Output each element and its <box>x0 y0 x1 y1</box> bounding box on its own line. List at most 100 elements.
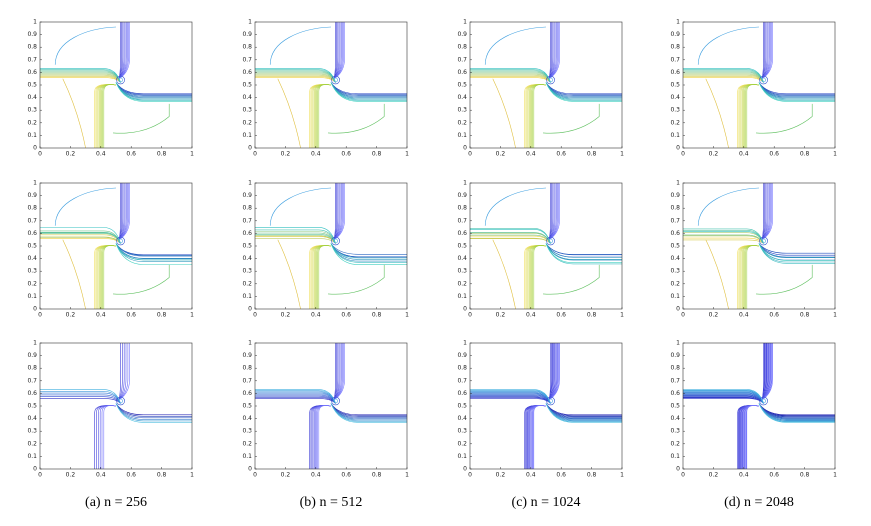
contour-line <box>118 238 123 244</box>
contour-line <box>310 84 332 148</box>
contour-line <box>545 243 622 260</box>
contours <box>40 183 192 310</box>
x-tick-label: 0.8 <box>587 312 597 319</box>
contour-line <box>333 343 336 400</box>
contour-line <box>761 22 764 79</box>
contour-line <box>470 229 551 244</box>
contour-line <box>531 405 547 469</box>
y-tick-label: 0.7 <box>27 56 37 63</box>
contour-line <box>533 245 547 309</box>
x-tick-label: 0.8 <box>800 312 810 319</box>
contour-line <box>738 245 760 309</box>
contour-line <box>311 405 332 469</box>
contour-line <box>277 239 301 310</box>
contour-line <box>40 389 121 404</box>
contour-line <box>54 26 117 65</box>
y-tick-label: 0.5 <box>242 243 252 250</box>
contour-line <box>758 243 835 254</box>
contour-line <box>755 264 813 295</box>
x-tick-label: 0.6 <box>341 312 351 319</box>
contour-line <box>758 243 835 258</box>
y-tick-label: 0.7 <box>670 56 680 63</box>
y-tick-label: 0.2 <box>27 440 37 447</box>
contour-line <box>470 235 551 244</box>
contour-line <box>548 238 553 244</box>
y-tick-label: 0 <box>33 466 37 473</box>
contour-line <box>545 243 622 258</box>
contour-line <box>525 405 547 469</box>
contour-line <box>758 82 835 102</box>
contour-line <box>255 77 336 83</box>
y-tick-label: 0.5 <box>242 82 252 89</box>
contour-line <box>118 183 130 240</box>
contour-line <box>683 234 764 244</box>
caption: (a) n = 256 <box>85 495 147 510</box>
contour-line <box>40 237 121 244</box>
x-tick-label: 0.2 <box>281 151 291 158</box>
y-tick-label: 0.8 <box>27 205 37 212</box>
x-tick-label: 0 <box>681 472 685 479</box>
x-tick-label: 0.8 <box>157 312 167 319</box>
y-tick-label: 0.6 <box>27 69 37 76</box>
caption: (c) n = 1024 <box>512 495 581 510</box>
y-tick-label: 0.8 <box>242 365 252 372</box>
x-tick-label: 0.4 <box>526 472 536 479</box>
y-tick-label: 0.2 <box>670 119 680 126</box>
y-tick-label: 0.1 <box>457 132 467 139</box>
x-tick-label: 0.2 <box>66 472 76 479</box>
y-tick-label: 0.1 <box>242 453 252 460</box>
y-tick-label: 0.5 <box>27 403 37 410</box>
panel: 0 0.2 0.4 0.6 0.8 1 0 0.1 0.2 0.3 0.4 0.5 0.6 0.7 0.8 0… <box>242 340 409 479</box>
y-tick-label: 1 <box>463 19 467 26</box>
y-tick-label: 0.9 <box>242 192 252 199</box>
contour-line <box>255 238 336 244</box>
contour-line <box>683 231 764 244</box>
contour-line <box>526 245 547 309</box>
contours <box>255 343 407 469</box>
contour-line <box>683 77 764 83</box>
contour-line <box>255 68 336 83</box>
x-tick-label: 1 <box>833 151 837 158</box>
x-tick-label: 1 <box>620 472 624 479</box>
contour-line <box>548 343 551 400</box>
contour-line <box>118 77 123 83</box>
x-tick-label: 0.2 <box>66 312 76 319</box>
x-tick-label: 0.8 <box>157 151 167 158</box>
contour-line <box>255 234 336 244</box>
y-tick-label: 0.1 <box>670 132 680 139</box>
y-tick-label: 0.8 <box>457 44 467 51</box>
contour-line <box>758 82 835 98</box>
contours <box>470 22 622 149</box>
x-tick-label: 0.4 <box>96 472 106 479</box>
contour-line <box>118 22 130 79</box>
y-tick-label: 0.3 <box>27 107 37 114</box>
contour-line <box>102 245 117 309</box>
y-tick-label: 0.5 <box>457 403 467 410</box>
y-tick-label: 0.3 <box>27 428 37 435</box>
y-tick-label: 1 <box>248 19 252 26</box>
contour-line <box>545 403 622 423</box>
x-tick-label: 0.2 <box>709 151 719 158</box>
contour-line <box>255 398 336 404</box>
y-tick-label: 0.9 <box>242 352 252 359</box>
contour-line <box>705 239 729 310</box>
panel: 0 0.2 0.4 0.6 0.8 1 0 0.1 0.2 0.3 0.4 0.5 0.6 0.7 0.8 0… <box>457 19 624 158</box>
y-tick-label: 0.1 <box>457 293 467 300</box>
y-tick-label: 0.8 <box>242 205 252 212</box>
y-tick-label: 0 <box>463 145 467 152</box>
contour-line <box>116 396 125 406</box>
y-tick-label: 0.5 <box>242 403 252 410</box>
contour-line <box>97 245 117 309</box>
contour-line <box>62 239 86 310</box>
y-tick-label: 0.7 <box>242 217 252 224</box>
y-tick-label: 0.1 <box>242 293 252 300</box>
y-tick-label: 1 <box>33 180 37 187</box>
x-tick-label: 0 <box>253 472 257 479</box>
x-tick-label: 0.6 <box>126 472 136 479</box>
contour-line <box>96 84 117 148</box>
contour-line <box>683 398 764 404</box>
y-tick-label: 0.9 <box>27 192 37 199</box>
contour-line <box>548 398 553 404</box>
y-tick-label: 0 <box>463 306 467 313</box>
x-tick-label: 0.8 <box>372 472 382 479</box>
